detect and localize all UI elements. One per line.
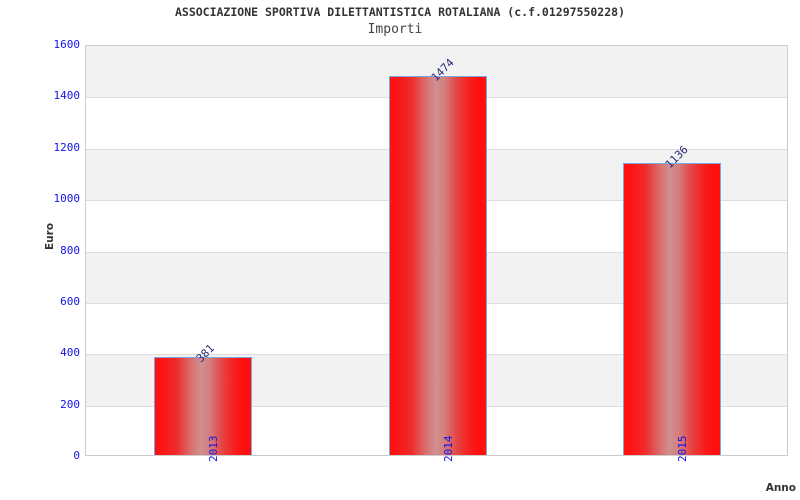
bar[interactable] [622, 163, 721, 455]
x-axis-tick-label: 2013 [207, 435, 221, 463]
chart-title: ASSOCIAZIONE SPORTIVA DILETTANTISTICA RO… [174, 5, 626, 19]
plot-area [85, 45, 788, 456]
x-axis-tick-label: 2015 [675, 435, 689, 463]
chart-subtitle: Importi [367, 22, 423, 37]
y-axis-title: Euro [44, 222, 56, 250]
y-axis-tick-label: 800 [60, 243, 80, 257]
y-axis-tick-label: 1000 [53, 192, 81, 206]
y-axis-tick-label: 400 [60, 346, 80, 360]
bar[interactable] [388, 76, 487, 455]
x-axis-tick-label: 2014 [441, 435, 455, 463]
bar[interactable] [154, 357, 253, 455]
y-axis-tick-label: 600 [60, 294, 80, 308]
y-axis-tick-label: 1400 [53, 89, 81, 103]
y-axis-tick-label: 1200 [53, 140, 81, 154]
y-axis-tick-label: 1600 [53, 38, 81, 51]
y-axis-tick-label: 200 [60, 397, 80, 411]
y-axis-tick-label: 0 [73, 449, 80, 462]
x-axis-title: Anno [765, 482, 796, 494]
y-axis-ticks: 1600 1400 1200 1000 800 600 400 200 0 [8, 38, 81, 462]
